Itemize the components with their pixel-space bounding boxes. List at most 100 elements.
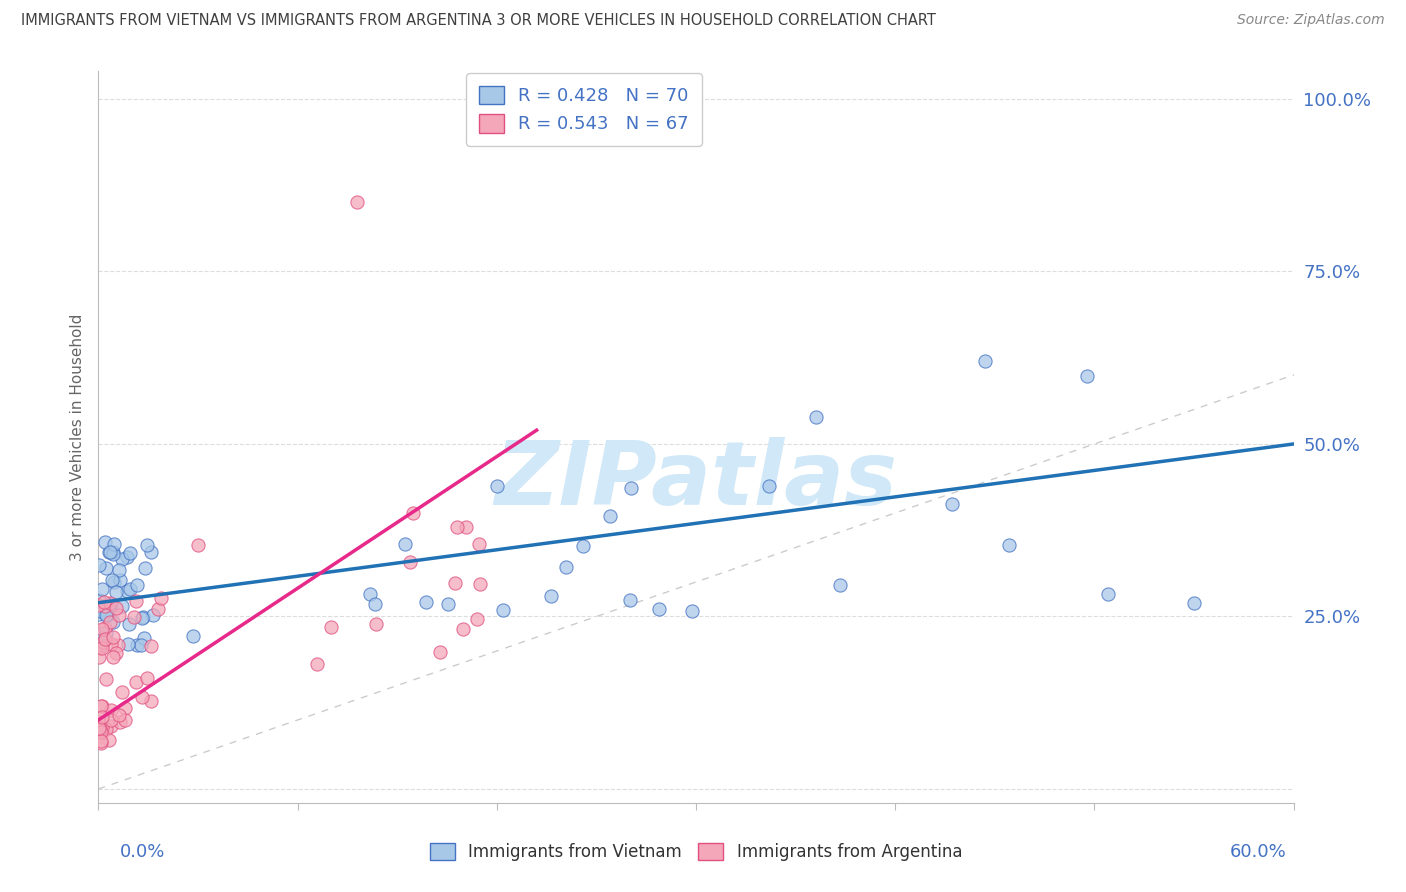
Point	[91, 699, 114, 714]
Point	[90, 698, 112, 713]
Point	[107, 707, 129, 722]
Point	[429, 645, 451, 659]
Point	[415, 595, 437, 609]
Point	[131, 690, 153, 705]
Point	[998, 538, 1021, 552]
Point	[131, 611, 153, 625]
Point	[90, 724, 112, 739]
Point	[468, 577, 491, 591]
Point	[89, 607, 111, 621]
Point	[89, 721, 111, 735]
Point	[107, 638, 129, 652]
Point	[101, 650, 124, 665]
Point	[125, 578, 148, 592]
Text: Source: ZipAtlas.com: Source: ZipAtlas.com	[1237, 13, 1385, 28]
Point	[91, 626, 114, 640]
Point	[111, 685, 134, 699]
Point	[103, 574, 125, 589]
Point	[89, 593, 111, 607]
Point	[89, 722, 111, 736]
Point	[89, 633, 111, 648]
Point	[103, 537, 125, 551]
Point	[98, 615, 121, 630]
Point	[806, 409, 828, 424]
Point	[150, 591, 173, 605]
Text: ZIPatlas: ZIPatlas	[495, 437, 897, 524]
Point	[94, 599, 117, 613]
Point	[619, 593, 641, 607]
Point	[974, 354, 997, 368]
Point	[101, 547, 124, 561]
Point	[465, 611, 488, 625]
Point	[451, 622, 474, 636]
Point	[941, 497, 963, 511]
Point	[681, 603, 703, 617]
Point	[101, 631, 124, 645]
Point	[90, 736, 112, 750]
Point	[111, 599, 134, 614]
Point	[120, 546, 142, 560]
Point	[1076, 368, 1098, 383]
Point	[87, 715, 110, 730]
Point	[446, 519, 468, 533]
Point	[134, 560, 156, 574]
Point	[104, 646, 127, 660]
Point	[485, 478, 508, 492]
Point	[94, 535, 117, 549]
Point	[117, 637, 139, 651]
Point	[181, 629, 204, 643]
Point	[98, 732, 121, 747]
Point	[118, 582, 141, 597]
Point	[402, 506, 425, 520]
Point	[125, 674, 148, 689]
Point	[454, 520, 477, 534]
Text: 60.0%: 60.0%	[1230, 843, 1286, 861]
Point	[148, 601, 170, 615]
Point	[444, 576, 467, 591]
Point	[104, 600, 127, 615]
Point	[97, 603, 120, 617]
Point	[89, 604, 111, 618]
Point	[187, 537, 209, 551]
Point	[94, 625, 117, 640]
Point	[87, 558, 110, 573]
Point	[110, 551, 132, 566]
Point	[346, 195, 368, 210]
Point	[142, 607, 165, 622]
Point	[321, 620, 343, 634]
Point	[139, 640, 162, 654]
Point	[118, 616, 141, 631]
Point	[117, 550, 139, 565]
Point	[572, 539, 595, 553]
Point	[647, 602, 669, 616]
Point	[758, 478, 780, 492]
Point	[828, 577, 851, 591]
Point	[91, 641, 114, 656]
Y-axis label: 3 or more Vehicles in Household: 3 or more Vehicles in Household	[70, 313, 86, 561]
Point	[101, 545, 124, 559]
Point	[87, 729, 110, 743]
Point	[124, 594, 146, 608]
Point	[132, 609, 155, 624]
Point	[394, 537, 416, 551]
Point	[139, 545, 162, 559]
Point	[620, 481, 643, 495]
Point	[100, 598, 122, 612]
Point	[100, 637, 122, 651]
Point	[540, 589, 562, 603]
Text: 0.0%: 0.0%	[120, 843, 165, 861]
Point	[103, 615, 125, 630]
Point	[364, 616, 387, 631]
Point	[554, 560, 576, 574]
Point	[94, 722, 117, 736]
Point	[98, 596, 121, 610]
Point	[104, 585, 127, 599]
Point	[114, 700, 136, 714]
Point	[91, 721, 114, 735]
Point	[87, 598, 110, 612]
Point	[98, 545, 121, 559]
Point	[87, 725, 110, 739]
Point	[122, 609, 145, 624]
Point	[89, 641, 111, 656]
Point	[94, 621, 117, 635]
